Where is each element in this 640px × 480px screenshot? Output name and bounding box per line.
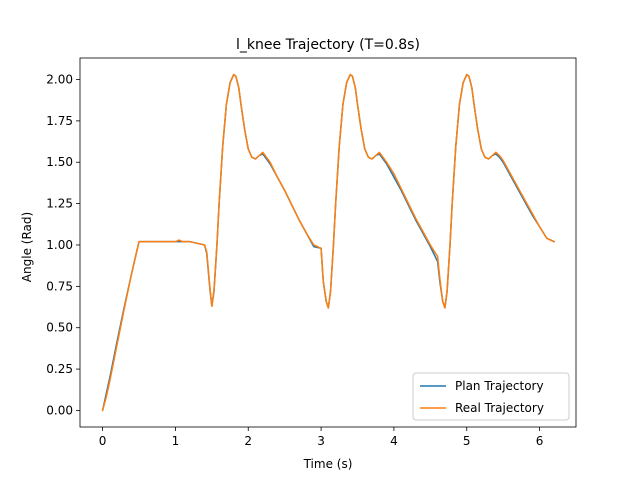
y-tick-label: 0.25 xyxy=(46,362,73,376)
y-tick-label: 1.75 xyxy=(46,114,73,128)
x-tick-label: 5 xyxy=(463,434,471,448)
axes-frame xyxy=(79,57,577,428)
chart-title: l_knee Trajectory (T=0.8s) xyxy=(236,37,420,53)
y-tick-label: 1.50 xyxy=(46,155,73,169)
x-tick-label: 2 xyxy=(244,434,252,448)
y-tick-label: 0.50 xyxy=(46,321,73,335)
legend-box xyxy=(412,372,570,421)
y-tick-label: 0.75 xyxy=(46,279,73,293)
y-tick-label: 0.00 xyxy=(46,403,73,417)
plot-area xyxy=(101,73,555,412)
x-tick-label: 4 xyxy=(390,434,398,448)
y-tick-label: 2.00 xyxy=(46,73,73,87)
x-tick-label: 1 xyxy=(172,434,180,448)
y-axis-label: Angle (Rad) xyxy=(20,212,34,282)
y-tick-label: 1.25 xyxy=(46,197,73,211)
x-tick-label: 3 xyxy=(317,434,325,448)
legend-label: Plan Trajectory xyxy=(455,379,544,393)
legend-label: Real Trajectory xyxy=(455,401,544,415)
series-line-real xyxy=(101,73,555,412)
x-tick-label: 0 xyxy=(99,434,107,448)
y-tick-label: 1.00 xyxy=(46,238,73,252)
legend: Plan Trajectory Real Trajectory xyxy=(412,372,570,421)
axes: 0 1 2 3 4 5 6 0.00 0.25 0.50 0.75 1.00 1.25 1.50 1.75 2… xyxy=(46,57,577,448)
x-axis-label: Time (s) xyxy=(303,457,353,471)
x-tick-label: 6 xyxy=(536,434,544,448)
